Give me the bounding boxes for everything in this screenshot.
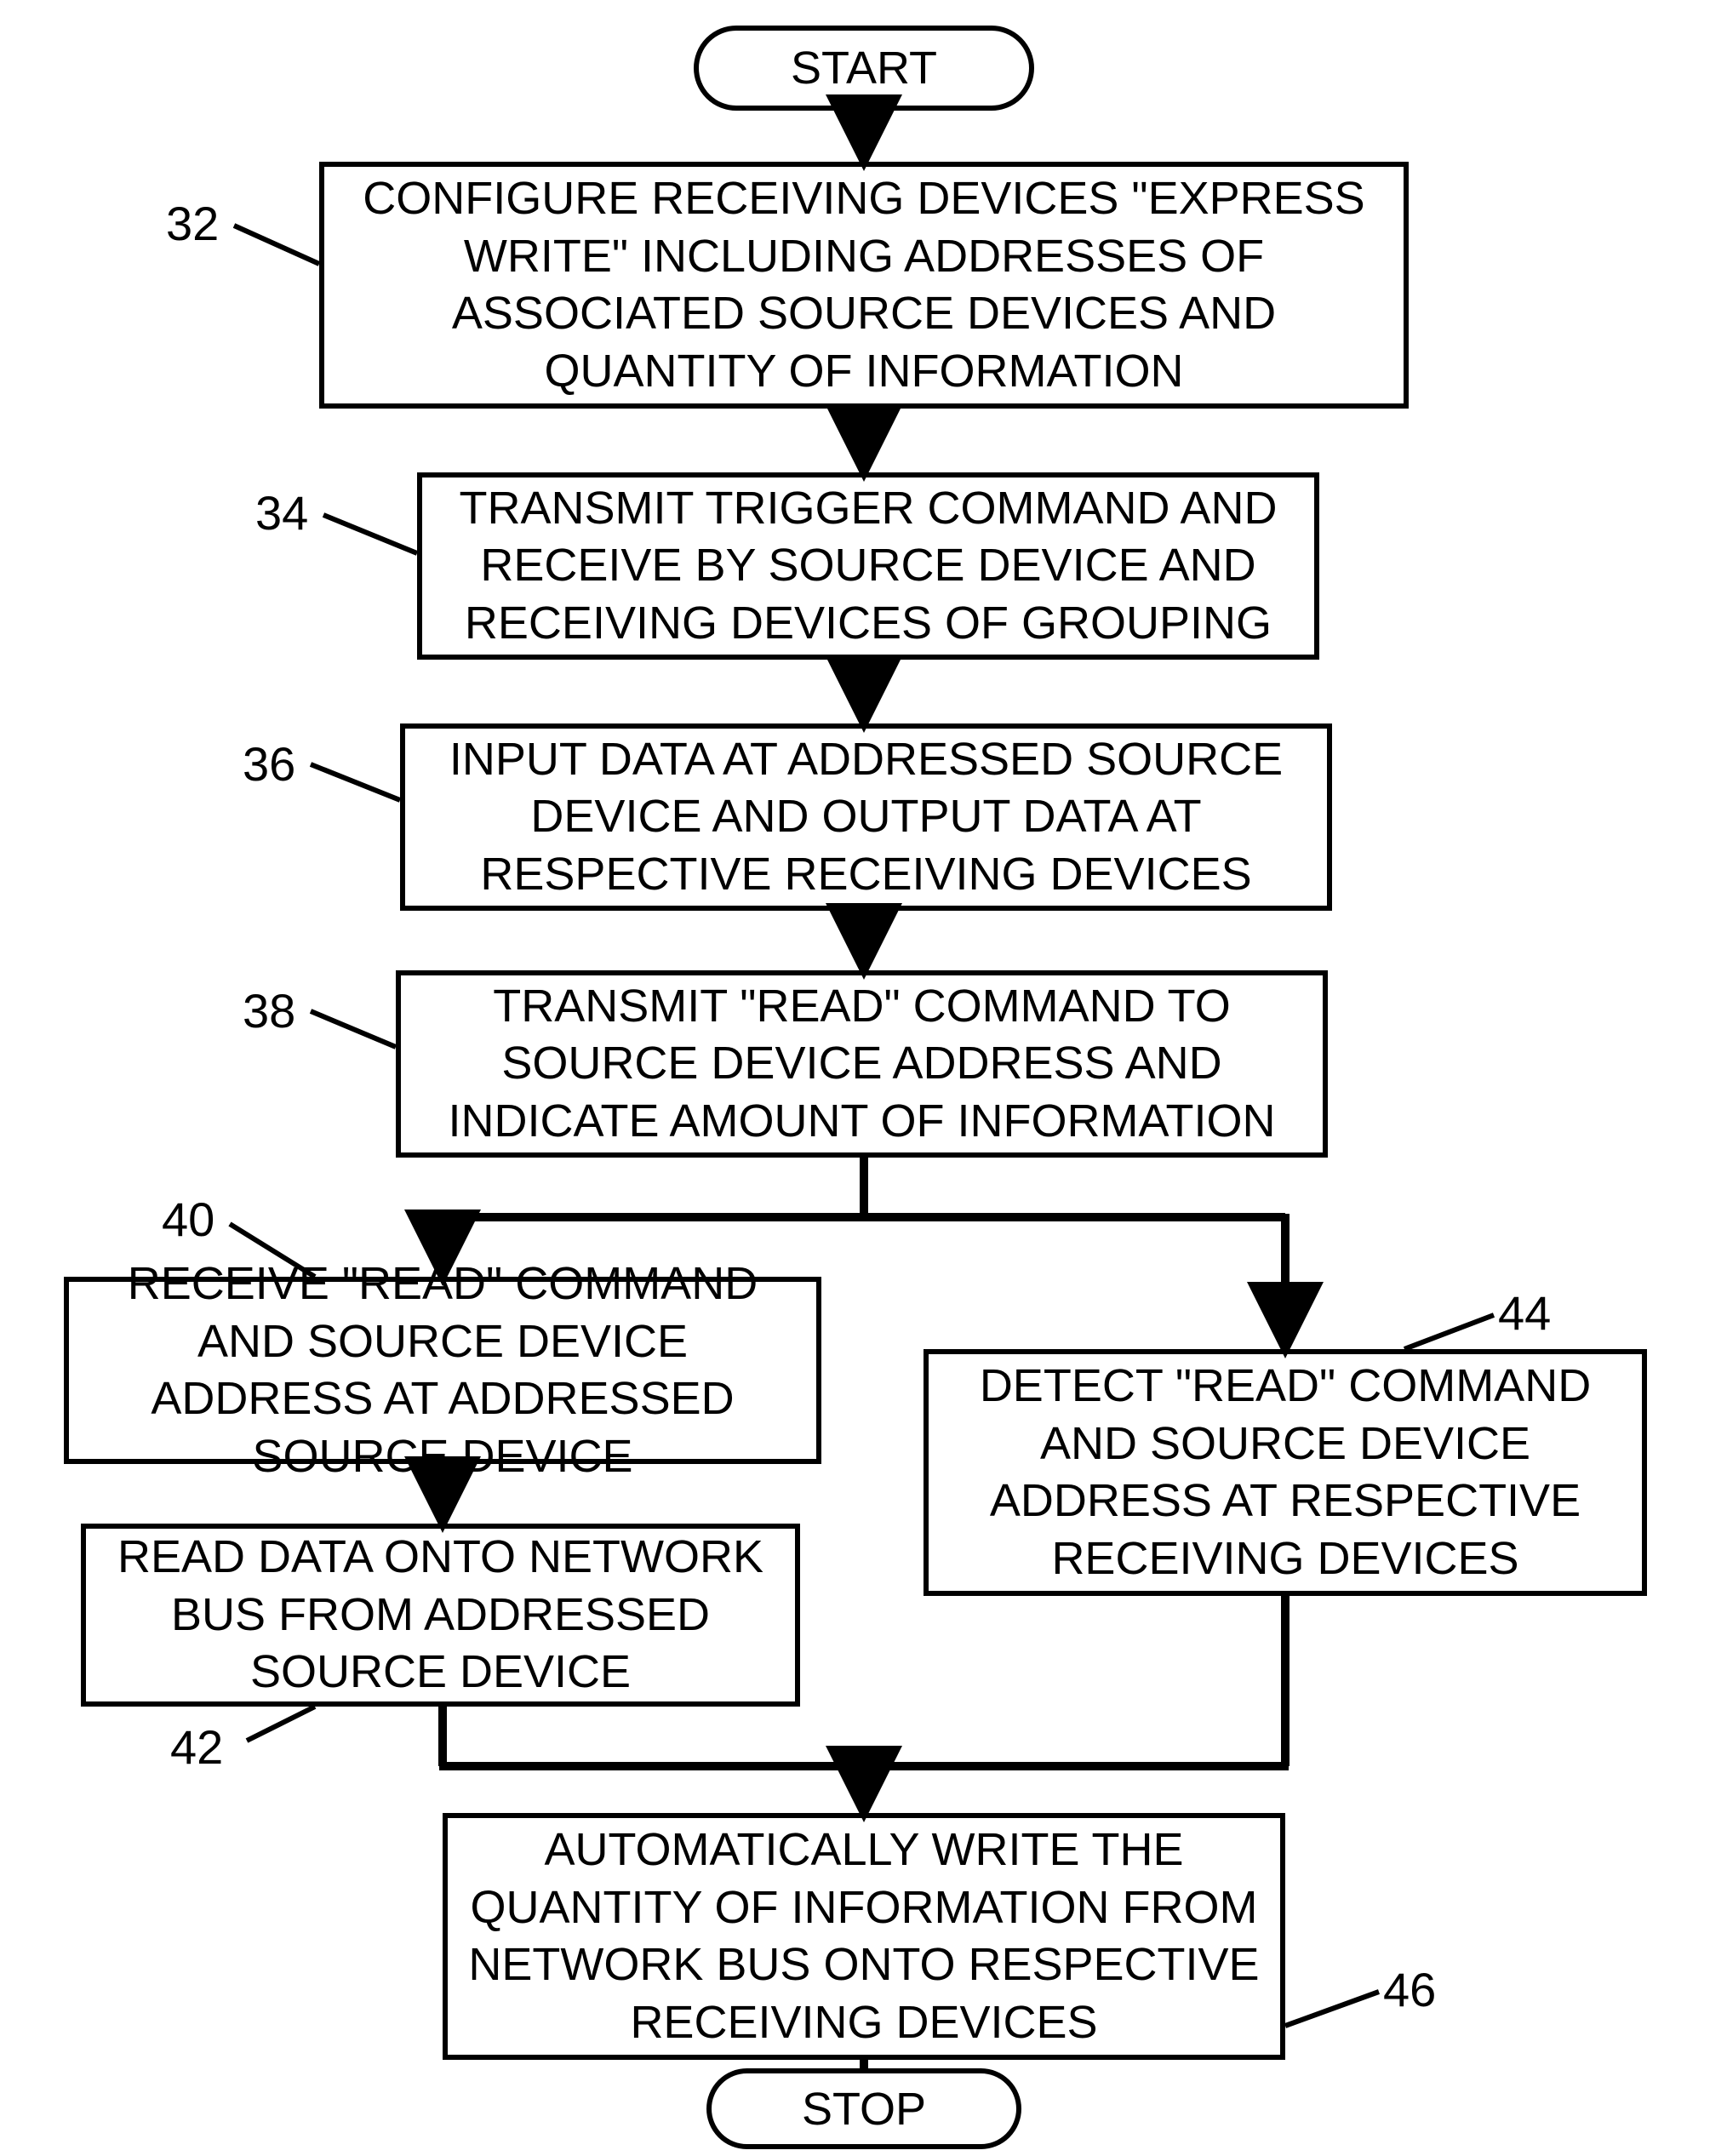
box-44-text: DETECT "READ" COMMAND AND SOURCE DEVICE … <box>946 1358 1625 1587</box>
box-36: INPUT DATA AT ADDRESSED SOURCE DEVICE AN… <box>400 723 1332 911</box>
start-label: START <box>791 42 937 94</box>
box-42-text: READ DATA ONTO NETWORK BUS FROM ADDRESSE… <box>103 1529 778 1701</box>
ref-34: 34 <box>255 485 308 540</box>
box-38-text: TRANSMIT "READ" COMMAND TO SOURCE DEVICE… <box>418 978 1306 1151</box>
ref-36: 36 <box>243 736 295 792</box>
box-34-text: TRANSMIT TRIGGER COMMAND AND RECEIVE BY … <box>439 480 1297 653</box>
ref-32: 32 <box>166 196 219 251</box>
ref-38: 38 <box>243 983 295 1038</box>
box-40: RECEIVE "READ" COMMAND AND SOURCE DEVICE… <box>64 1277 821 1464</box>
box-40-text: RECEIVE "READ" COMMAND AND SOURCE DEVICE… <box>86 1255 799 1485</box>
ref-44: 44 <box>1498 1285 1551 1341</box>
stop-terminal: STOP <box>706 2068 1021 2149</box>
flowchart-canvas: START CONFIGURE RECEIVING DEVICES "EXPRE… <box>0 0 1727 2156</box>
ref-42: 42 <box>170 1719 223 1775</box>
box-32-text: CONFIGURE RECEIVING DEVICES "EXPRESS WRI… <box>341 170 1387 400</box>
ref-40: 40 <box>162 1192 214 1247</box>
box-32: CONFIGURE RECEIVING DEVICES "EXPRESS WRI… <box>319 162 1409 409</box>
box-44: DETECT "READ" COMMAND AND SOURCE DEVICE … <box>924 1349 1647 1596</box>
box-46: AUTOMATICALLY WRITE THE QUANTITY OF INFO… <box>443 1813 1285 2060</box>
box-36-text: INPUT DATA AT ADDRESSED SOURCE DEVICE AN… <box>422 731 1310 904</box>
box-38: TRANSMIT "READ" COMMAND TO SOURCE DEVICE… <box>396 970 1328 1158</box>
box-34: TRANSMIT TRIGGER COMMAND AND RECEIVE BY … <box>417 472 1319 660</box>
stop-label: STOP <box>802 2083 926 2136</box>
box-42: READ DATA ONTO NETWORK BUS FROM ADDRESSE… <box>81 1524 800 1707</box>
ref-46: 46 <box>1383 1962 1436 2017</box>
box-46-text: AUTOMATICALLY WRITE THE QUANTITY OF INFO… <box>465 1821 1263 2051</box>
start-terminal: START <box>694 26 1034 111</box>
